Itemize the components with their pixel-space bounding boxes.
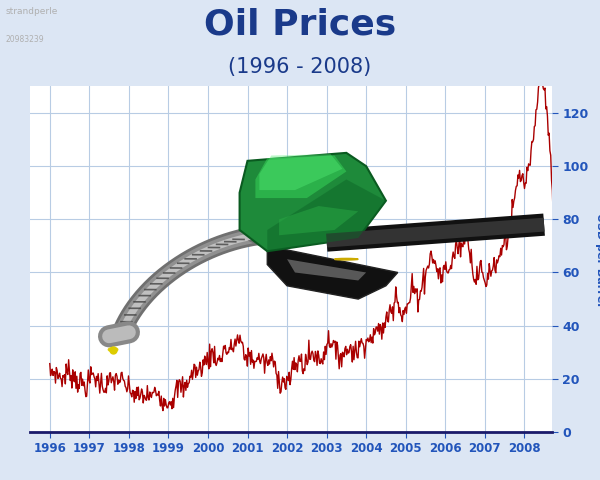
Polygon shape: [279, 206, 358, 235]
Polygon shape: [256, 156, 346, 198]
Polygon shape: [259, 154, 343, 190]
Polygon shape: [109, 348, 118, 351]
Text: 20983239: 20983239: [6, 35, 44, 44]
Text: strandperle: strandperle: [6, 7, 58, 16]
Polygon shape: [287, 259, 366, 280]
Polygon shape: [267, 180, 386, 251]
Circle shape: [335, 258, 358, 260]
Polygon shape: [267, 246, 398, 299]
Text: Oil Prices: Oil Prices: [204, 7, 396, 41]
Y-axis label: USD per Barrel: USD per Barrel: [595, 213, 600, 306]
Text: (1996 - 2008): (1996 - 2008): [229, 58, 371, 77]
Polygon shape: [239, 153, 386, 251]
Polygon shape: [248, 235, 287, 246]
